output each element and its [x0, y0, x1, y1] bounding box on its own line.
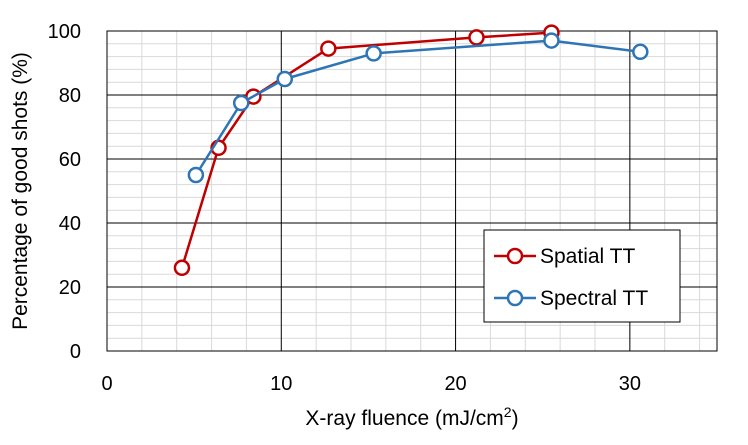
- legend-label: Spectral TT: [540, 287, 648, 310]
- y-tick-label: 80: [59, 85, 81, 107]
- legend-item: Spectral TT: [494, 287, 648, 310]
- data-point: [632, 43, 649, 61]
- plot-area-frame: [106, 30, 718, 352]
- legend-box: [483, 229, 681, 323]
- legend: Spatial TT Spectral TT: [483, 229, 681, 323]
- series-line: [180, 31, 552, 269]
- x-tick-label: 20: [444, 373, 466, 395]
- data-point: [173, 259, 191, 277]
- x-axis-title-superscript: 2: [504, 404, 512, 420]
- data-point: [187, 166, 205, 184]
- data-point: [232, 94, 250, 112]
- y-tick-label: 100: [48, 21, 81, 43]
- y-tick-labels: 0 20 40 60 80 100: [48, 21, 81, 363]
- x-tick-label: 30: [619, 373, 641, 395]
- y-tick-label: 40: [59, 213, 81, 235]
- data-point: [320, 40, 337, 57]
- x-axis-title: X-ray fluence (mJ/cm2): [305, 404, 518, 430]
- legend-swatch-marker: [506, 289, 524, 307]
- x-tick-labels: 0 10 20 30: [101, 373, 641, 395]
- y-axis-title: Percentage of good shots (%): [9, 52, 32, 330]
- x-axis-title-end: ): [512, 407, 519, 430]
- data-point: [276, 70, 294, 88]
- y-tick-label: 20: [59, 277, 81, 299]
- series-line: [194, 39, 641, 176]
- data-point: [468, 29, 485, 46]
- series-layer: [173, 24, 649, 277]
- x-tick-label: 0: [101, 373, 112, 395]
- data-point: [543, 32, 560, 49]
- legend-label: Spatial TT: [540, 245, 635, 268]
- x-tick-label: 10: [270, 373, 292, 395]
- legend-swatch-marker: [506, 247, 524, 265]
- x-axis-title-main: X-ray fluence (mJ/cm: [305, 407, 503, 430]
- legend-item: Spatial TT: [494, 245, 635, 268]
- y-tick-label: 0: [70, 341, 81, 363]
- y-tick-label: 60: [59, 149, 81, 171]
- data-point: [365, 45, 382, 62]
- series-2: [187, 32, 649, 184]
- series-1: [173, 24, 560, 277]
